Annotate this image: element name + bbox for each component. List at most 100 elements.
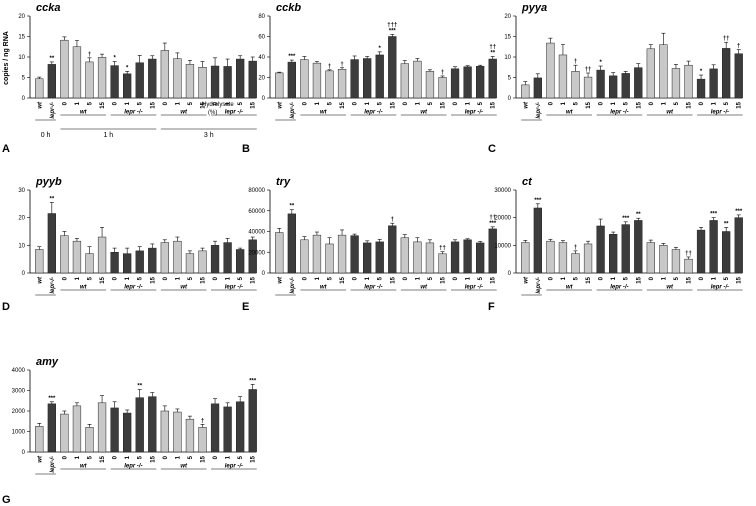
panel-f-category-label: 15 xyxy=(586,276,592,283)
panel-e-group-label: wt xyxy=(320,285,328,291)
panel-b-ytick-label: 60 xyxy=(258,35,265,41)
panel-a-category-label: 0 xyxy=(113,101,119,105)
panel-g-category-label: lepr-/- xyxy=(50,456,56,473)
panel-a-ytick-label: 15 xyxy=(18,35,25,41)
panel-f-letter: F xyxy=(488,301,495,313)
panel-c-category-label: 1 xyxy=(712,101,718,105)
panel-d-bar xyxy=(110,252,119,274)
panel-d-category-label: 15 xyxy=(150,276,156,283)
panel-e-category-label: 15 xyxy=(340,276,346,283)
panel-c-significance: † xyxy=(737,44,740,50)
panel-c-category-label: 5 xyxy=(724,101,730,105)
panel-c-bar xyxy=(533,77,542,99)
panel-b-bar xyxy=(463,66,472,99)
panel-b-category-label: 15 xyxy=(390,101,396,108)
panel-f-category-label: 1 xyxy=(561,276,567,280)
panel-d-bar xyxy=(72,240,82,274)
panel-c-title: pyya xyxy=(521,2,547,14)
panel-e-bar xyxy=(325,243,334,274)
panel-a-significance: * xyxy=(126,65,129,71)
panel-b-significance: *** xyxy=(288,54,296,60)
panel-c-category-label: 15 xyxy=(687,101,693,108)
panel-g-bar xyxy=(135,397,144,453)
panel-c-group-label: wt xyxy=(566,110,574,116)
panel-g-bar xyxy=(35,426,44,453)
panel-e-bar xyxy=(400,237,409,274)
panel-a-title: ccka xyxy=(36,2,60,14)
panel-a-category-label: lepr-/- xyxy=(50,102,56,119)
panel-a-category-label: 0 xyxy=(213,101,219,105)
panel-d-ytick-label: 0 xyxy=(22,271,26,277)
panel-c-bar xyxy=(659,44,668,99)
panel-e-bar xyxy=(312,234,322,274)
panel-g-category-label: 0 xyxy=(113,455,119,459)
panel-c-category-label: 5 xyxy=(624,101,630,105)
panel-f-category-label: 5 xyxy=(674,276,680,280)
panel-e-bar xyxy=(300,239,309,274)
panel-g-ytick-label: 4000 xyxy=(12,368,26,374)
panel-g-bar xyxy=(248,389,257,453)
panel-a-bar xyxy=(210,65,220,99)
panel-c-group-label: lepr -/- xyxy=(610,110,628,116)
panel-d-bar xyxy=(85,253,94,274)
panel-g-category-label: 15 xyxy=(100,455,106,462)
panel-f-significance: †† xyxy=(685,251,692,257)
panel-f-significance: *** xyxy=(710,212,718,218)
panel-c-significance: * xyxy=(700,69,703,75)
panel-a-ytick-label: 20 xyxy=(18,14,25,20)
panel-c-bar xyxy=(558,54,568,99)
panel-e-bar xyxy=(476,242,485,274)
panel-f-bar xyxy=(734,217,743,274)
panel-d-category-label: 5 xyxy=(88,276,94,280)
panel-g-bar xyxy=(97,402,107,453)
panel-b-bar xyxy=(375,54,384,99)
panel-f-ytick-label: 0 xyxy=(508,271,512,277)
panel-e-bar xyxy=(350,235,359,274)
panel-g-bar xyxy=(223,406,232,453)
panel-f-category-label: 0 xyxy=(599,276,605,280)
panel-b-bar xyxy=(425,71,435,99)
panel-e-bar xyxy=(363,242,372,274)
panel-e-category-label: wt xyxy=(277,276,283,284)
panel-a-category-label: 15 xyxy=(201,101,207,108)
panel-f-category-label: lepr-/- xyxy=(536,277,542,294)
panel-g-bar xyxy=(198,427,207,453)
panel-d-bar xyxy=(47,213,56,274)
panel-e-bar xyxy=(450,241,460,274)
panel-f-category-label: 1 xyxy=(611,276,617,280)
panel-d-bar xyxy=(248,239,257,274)
panel-f-bar xyxy=(609,234,618,274)
panel-d-category-label: 1 xyxy=(125,276,131,280)
panel-b-bar xyxy=(337,69,347,99)
panel-b-category-label: 15 xyxy=(491,101,497,108)
panel-b-title: cckb xyxy=(276,2,301,14)
panel-b-significance: † xyxy=(441,70,444,76)
panel-d-significance: ** xyxy=(49,196,54,202)
panel-a-time-label: 3 h xyxy=(204,132,214,139)
panel-g-group-label: wt xyxy=(180,464,188,470)
panel-a-group-label: wt xyxy=(80,110,88,116)
panel-b-bar xyxy=(275,72,284,99)
panel-a-bar xyxy=(110,65,119,99)
panel-f-category-label: wt xyxy=(523,276,529,284)
panel-g-bar xyxy=(160,410,169,453)
panel-f-bar xyxy=(583,243,593,274)
panel-f-ytick-label: 10000 xyxy=(494,243,511,249)
panel-a-significance: ** xyxy=(49,56,54,62)
panel-e-category-label: 5 xyxy=(378,276,384,280)
panel-d-bar xyxy=(97,236,107,274)
panel-d-category-label: 5 xyxy=(188,276,194,280)
panel-g-category-label: 0 xyxy=(163,455,169,459)
panel-d-category-label: 0 xyxy=(163,276,169,280)
panel-d-category-label: 15 xyxy=(100,276,106,283)
panel-f-category-label: 5 xyxy=(724,276,730,280)
panel-a-group-label: wt xyxy=(180,110,188,116)
panel-b-significance: † xyxy=(340,62,343,68)
panel-d-group-label: wt xyxy=(180,285,188,291)
panel-e-bar xyxy=(337,234,347,274)
panel-a-bar xyxy=(123,73,132,99)
panel-f-category-label: 0 xyxy=(548,276,554,280)
panel-f-ytick-label: 20000 xyxy=(494,216,511,222)
panel-g-category-label: 15 xyxy=(150,455,156,462)
